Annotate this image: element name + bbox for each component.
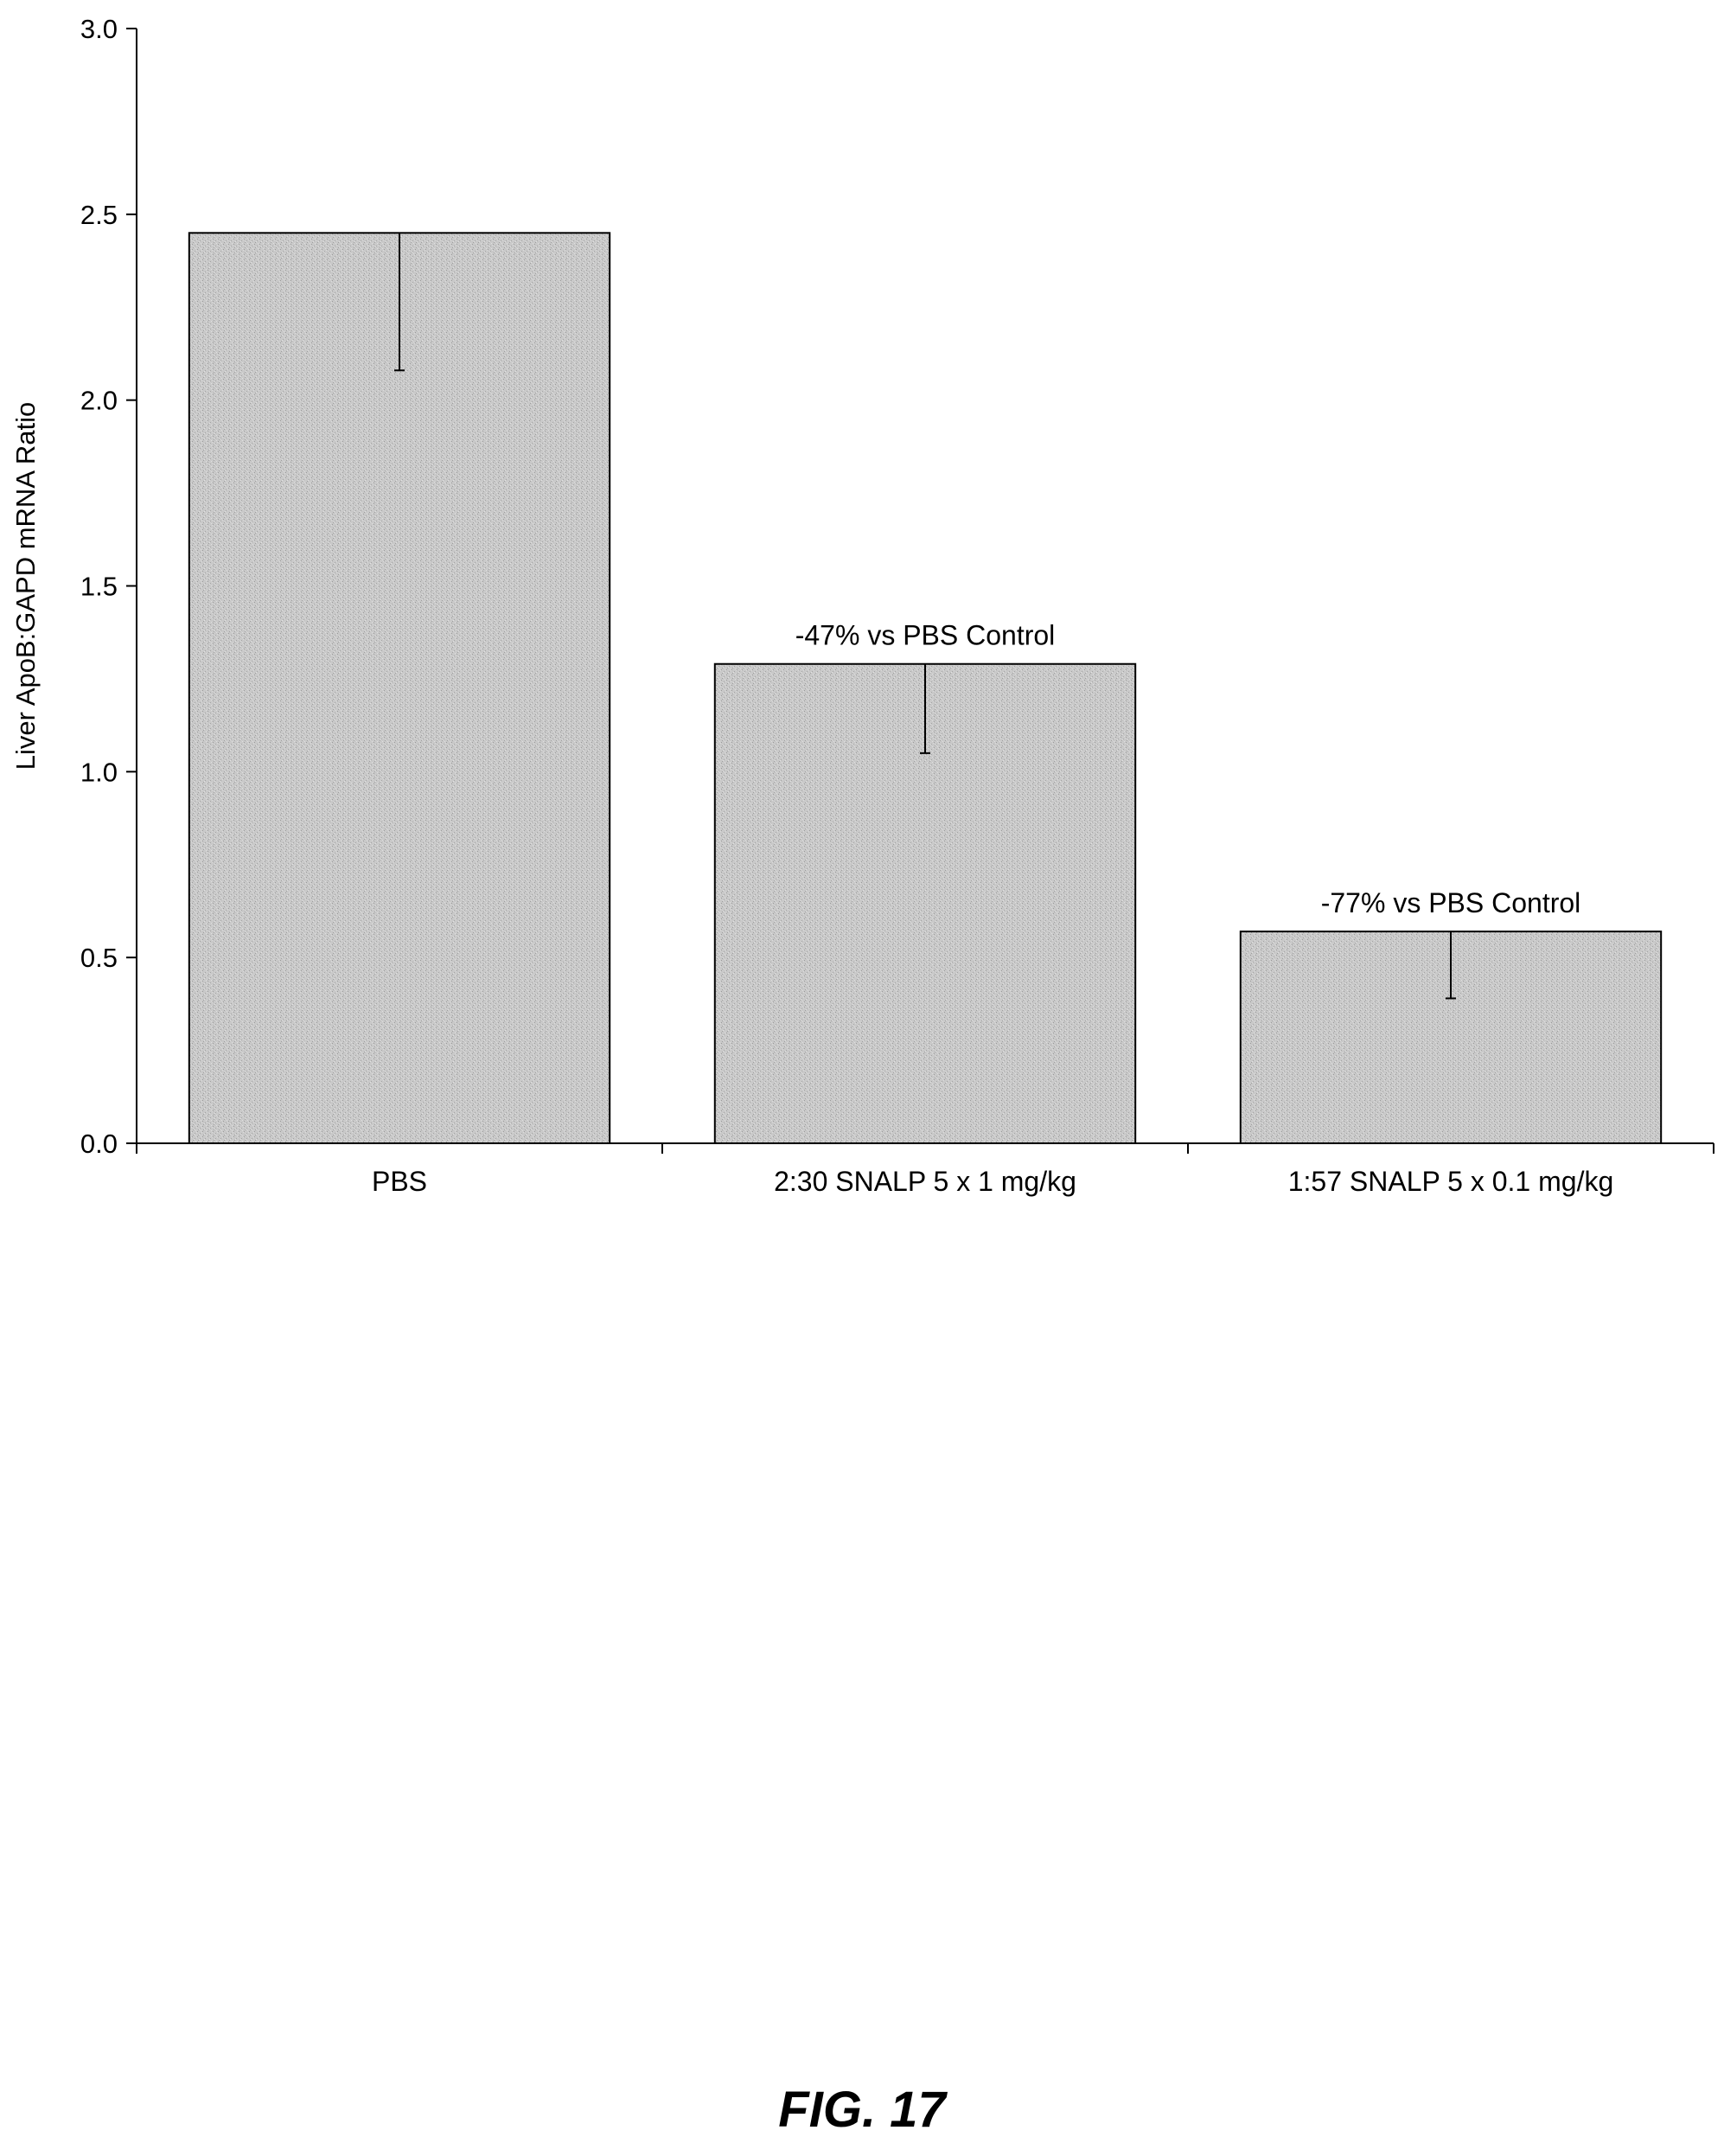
y-tick-label: 2.5 bbox=[80, 200, 118, 230]
x-tick-label: 2:30 SNALP 5 x 1 mg/kg bbox=[774, 1166, 1076, 1197]
plot-area: 0.0 0.5 1.0 1.5 2.0 2.5 3.0 Liver ApoB:GAPD mRN… bbox=[10, 14, 1714, 1197]
y-tick-label: 2.0 bbox=[80, 386, 118, 416]
x-tick-label: PBS bbox=[372, 1166, 427, 1197]
y-tick-label: 0.5 bbox=[80, 943, 118, 973]
y-tick-label: 3.0 bbox=[80, 14, 118, 44]
y-axis-label: Liver ApoB:GAPD mRNA Ratio bbox=[10, 402, 41, 771]
bar-annotation: -47% vs PBS Control bbox=[795, 620, 1056, 651]
y-tick-label: 0.0 bbox=[80, 1129, 118, 1159]
y-tick-label: 1.0 bbox=[80, 757, 118, 787]
figure-caption: FIG. 17 bbox=[778, 2082, 946, 2138]
y-tick-label: 1.5 bbox=[80, 572, 118, 602]
bar-chart: 0.0 0.5 1.0 1.5 2.0 2.5 3.0 Liver ApoB:GAPD mRN… bbox=[10, 14, 1714, 1197]
bar bbox=[188, 232, 611, 1145]
x-tick-label: 1:57 SNALP 5 x 0.1 mg/kg bbox=[1288, 1166, 1614, 1197]
bar-annotation: -77% vs PBS Control bbox=[1321, 887, 1581, 918]
